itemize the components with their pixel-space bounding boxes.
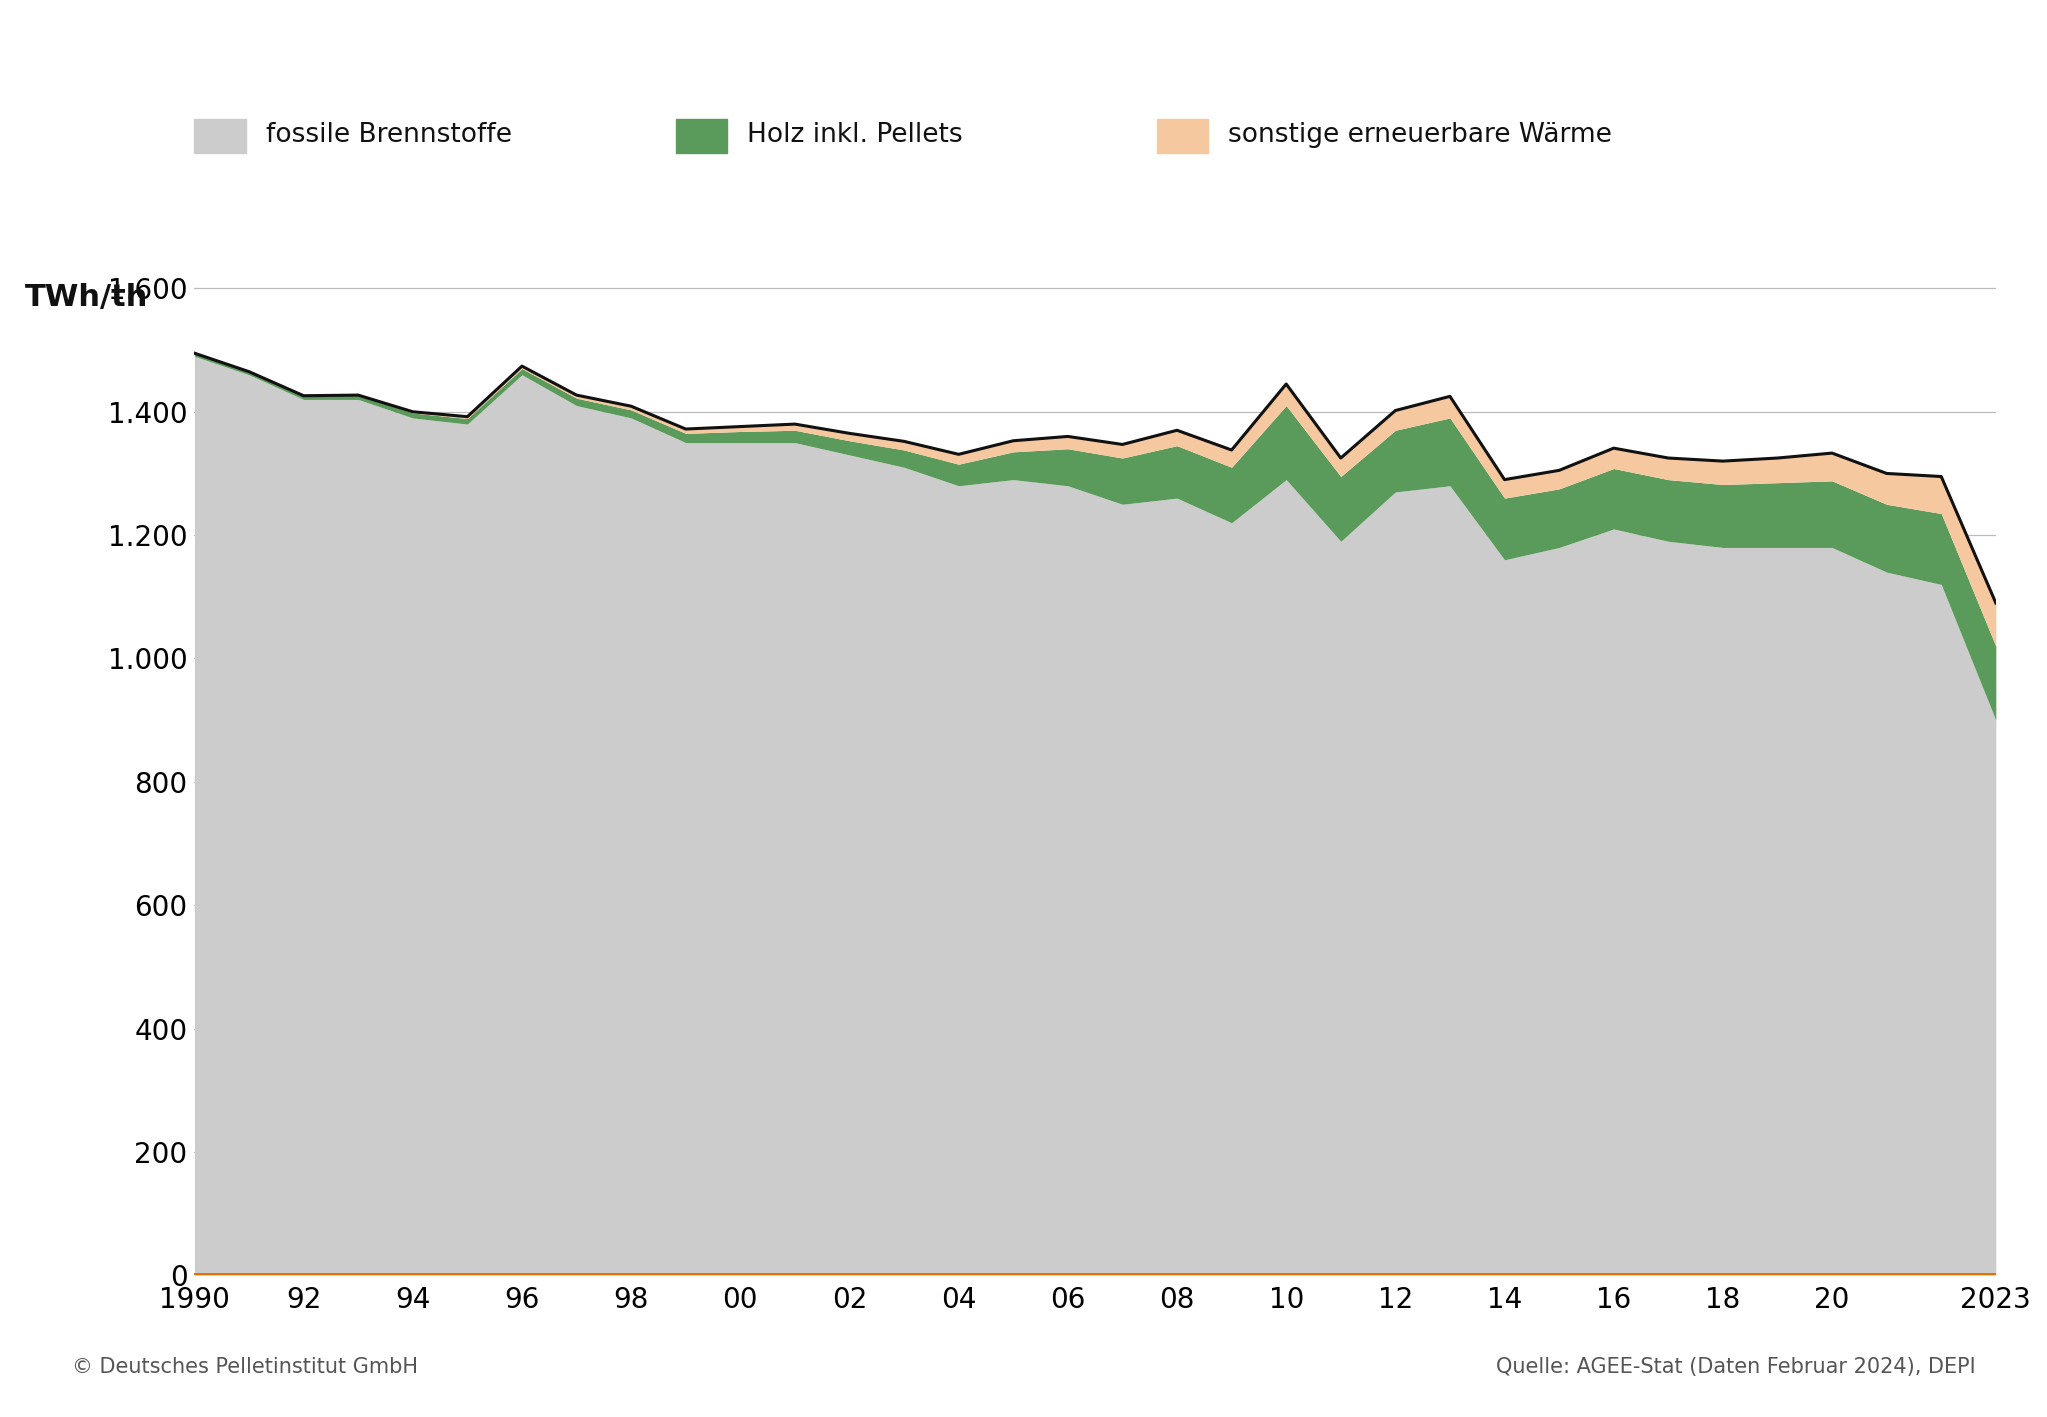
Text: fossile Brennstoffe: fossile Brennstoffe xyxy=(266,122,512,147)
Text: © Deutsches Pelletinstitut GmbH: © Deutsches Pelletinstitut GmbH xyxy=(72,1357,418,1377)
Bar xyxy=(676,119,727,153)
Text: sonstige erneuerbare Wärme: sonstige erneuerbare Wärme xyxy=(1228,122,1613,147)
Text: Quelle: AGEE-Stat (Daten Februar 2024), DEPI: Quelle: AGEE-Stat (Daten Februar 2024), … xyxy=(1496,1357,1975,1377)
Text: TWh/th: TWh/th xyxy=(25,283,147,312)
Text: Endenergieverbrauch Wärme in Deutschland: Endenergieverbrauch Wärme in Deutschland xyxy=(8,41,2039,122)
Bar xyxy=(1157,119,1208,153)
Text: Holz inkl. Pellets: Holz inkl. Pellets xyxy=(747,122,962,147)
Bar xyxy=(194,119,246,153)
